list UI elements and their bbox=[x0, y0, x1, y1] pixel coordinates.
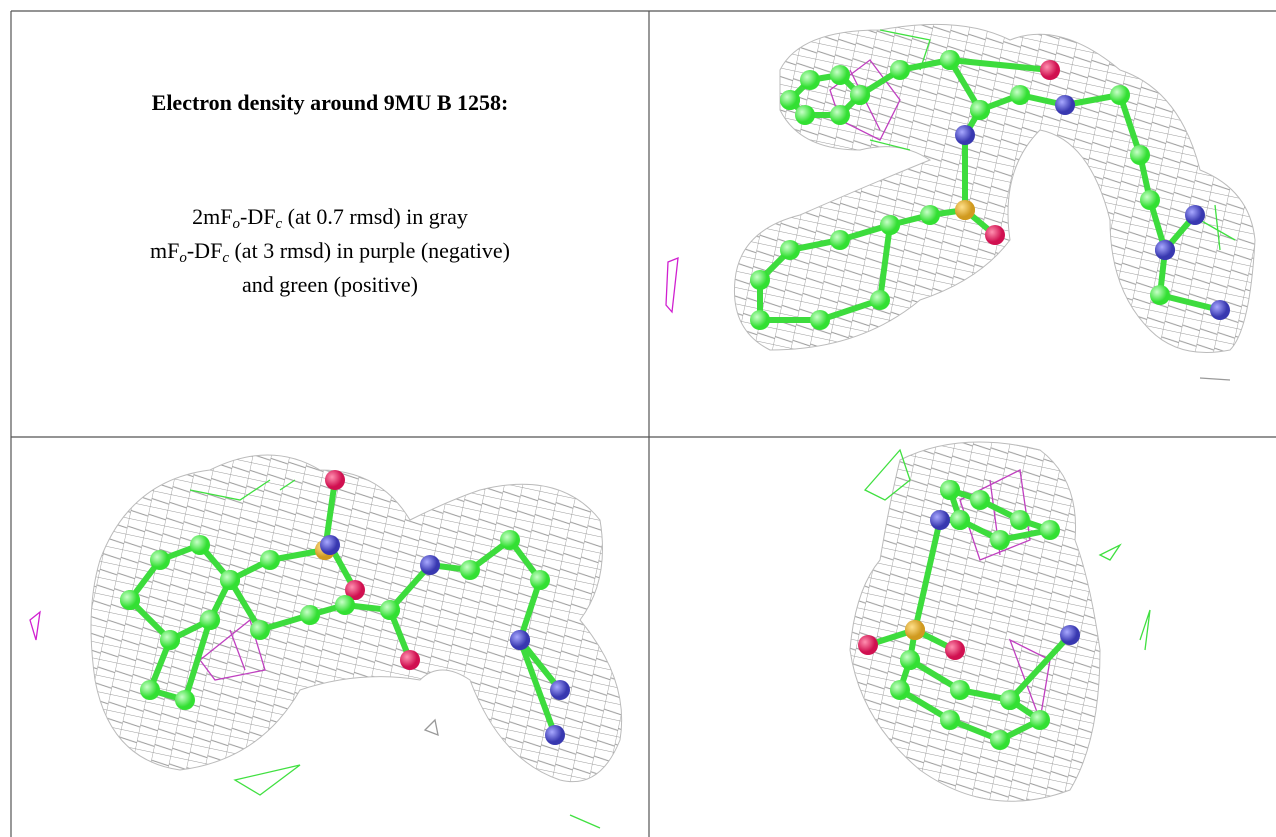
atom bbox=[780, 240, 800, 260]
density-figure bbox=[0, 0, 1276, 837]
atom bbox=[1010, 510, 1030, 530]
caption-title: Electron density around 9MU B 1258: bbox=[11, 90, 649, 116]
atom bbox=[830, 65, 850, 85]
atom bbox=[810, 310, 830, 330]
atom bbox=[1010, 85, 1030, 105]
atom bbox=[780, 90, 800, 110]
atom bbox=[930, 510, 950, 530]
atom bbox=[320, 535, 340, 555]
atom bbox=[420, 555, 440, 575]
caption-text: and green (positive) bbox=[242, 272, 418, 297]
atom bbox=[880, 215, 900, 235]
atom bbox=[250, 620, 270, 640]
atom bbox=[500, 530, 520, 550]
caption-text: -DF bbox=[240, 204, 275, 229]
atom bbox=[200, 610, 220, 630]
atom bbox=[1155, 240, 1175, 260]
atom bbox=[905, 620, 925, 640]
atom bbox=[1000, 690, 1020, 710]
caption-text: mF bbox=[150, 238, 179, 263]
atom bbox=[970, 490, 990, 510]
atom bbox=[945, 640, 965, 660]
density-mesh bbox=[91, 24, 1255, 801]
atom bbox=[460, 560, 480, 580]
atom bbox=[545, 725, 565, 745]
atom bbox=[795, 105, 815, 125]
atom bbox=[400, 650, 420, 670]
atom bbox=[850, 85, 870, 105]
atom bbox=[800, 70, 820, 90]
atom bbox=[750, 270, 770, 290]
atom bbox=[940, 480, 960, 500]
atom bbox=[335, 595, 355, 615]
atom bbox=[550, 680, 570, 700]
atom bbox=[325, 470, 345, 490]
atom bbox=[220, 570, 240, 590]
atom bbox=[1185, 205, 1205, 225]
atom bbox=[940, 710, 960, 730]
atom bbox=[1040, 520, 1060, 540]
atom bbox=[1210, 300, 1230, 320]
atom bbox=[970, 100, 990, 120]
atom bbox=[955, 125, 975, 145]
atom bbox=[990, 530, 1010, 550]
caption-text: (at 3 rmsd) in purple (negative) bbox=[229, 238, 510, 263]
subscript: o bbox=[233, 216, 241, 232]
atom bbox=[890, 680, 910, 700]
figure-page: Electron density around 9MU B 1258: 2mFo… bbox=[0, 0, 1276, 837]
atom bbox=[175, 690, 195, 710]
atom bbox=[900, 650, 920, 670]
atom bbox=[1150, 285, 1170, 305]
atom bbox=[260, 550, 280, 570]
atom bbox=[920, 205, 940, 225]
caption-text: 2mF bbox=[192, 204, 232, 229]
atom bbox=[1110, 85, 1130, 105]
atom bbox=[190, 535, 210, 555]
atom bbox=[750, 310, 770, 330]
atom bbox=[1060, 625, 1080, 645]
atom bbox=[858, 635, 878, 655]
atom bbox=[950, 510, 970, 530]
subscript: c bbox=[222, 250, 229, 266]
atom bbox=[870, 290, 890, 310]
caption-line: 2mFo-DFc (at 0.7 rmsd) in gray bbox=[11, 200, 649, 234]
atom bbox=[120, 590, 140, 610]
atom bbox=[1055, 95, 1075, 115]
atom bbox=[1140, 190, 1160, 210]
caption-line: mFo-DFc (at 3 rmsd) in purple (negative) bbox=[11, 234, 649, 268]
atom bbox=[380, 600, 400, 620]
atom bbox=[1040, 60, 1060, 80]
atom bbox=[1130, 145, 1150, 165]
atom bbox=[140, 680, 160, 700]
atom bbox=[940, 50, 960, 70]
atom bbox=[510, 630, 530, 650]
atom bbox=[530, 570, 550, 590]
atom bbox=[890, 60, 910, 80]
atom bbox=[300, 605, 320, 625]
atom bbox=[990, 730, 1010, 750]
caption-text: (at 0.7 rmsd) in gray bbox=[282, 204, 468, 229]
atom bbox=[985, 225, 1005, 245]
atom bbox=[950, 680, 970, 700]
atom bbox=[955, 200, 975, 220]
subscript: o bbox=[179, 250, 187, 266]
atom bbox=[1030, 710, 1050, 730]
caption-text: -DF bbox=[187, 238, 222, 263]
atom bbox=[830, 105, 850, 125]
atom bbox=[150, 550, 170, 570]
atom bbox=[160, 630, 180, 650]
atom bbox=[830, 230, 850, 250]
caption-line: and green (positive) bbox=[11, 268, 649, 302]
